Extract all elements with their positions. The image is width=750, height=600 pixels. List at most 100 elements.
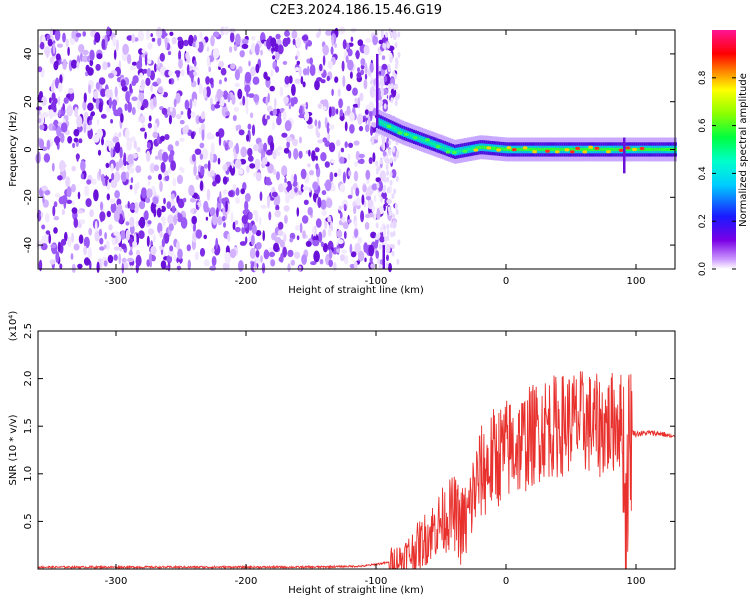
noise-blob	[88, 120, 93, 126]
signal-core	[483, 145, 486, 149]
noise-blob	[328, 142, 336, 153]
noise-blob	[112, 136, 120, 143]
noise-blob	[146, 235, 150, 247]
noise-blob	[147, 180, 151, 186]
noise-blob	[319, 258, 324, 265]
y-tick-label: 1.5	[23, 418, 34, 434]
noise-blob	[113, 254, 118, 261]
noise-blob	[239, 50, 245, 58]
signal-streak	[382, 245, 385, 269]
noise-blob	[198, 127, 202, 135]
noise-blob	[39, 138, 45, 150]
noise-blob	[395, 208, 399, 215]
noise-blob	[126, 257, 134, 263]
signal-peak	[625, 146, 631, 150]
noise-blob	[385, 158, 389, 164]
noise-blob	[187, 107, 192, 120]
noise-blob	[326, 75, 330, 82]
noise-blob	[65, 176, 71, 188]
signal-core	[608, 147, 611, 152]
signal-core	[430, 141, 434, 145]
noise-blob	[230, 63, 236, 70]
signal-peak	[412, 136, 418, 140]
noise-blob	[206, 188, 211, 201]
signal-core	[543, 147, 547, 152]
noise-blob	[160, 205, 166, 213]
signal-core	[590, 147, 593, 152]
noise-blob	[324, 179, 332, 192]
noise-blob	[222, 207, 226, 216]
noise-blob	[229, 165, 233, 173]
noise-blob	[308, 187, 311, 193]
noise-blob	[163, 197, 166, 205]
noise-blob	[121, 257, 127, 263]
noise-blob	[388, 27, 392, 34]
noise-blob	[394, 203, 398, 210]
noise-blob	[169, 31, 174, 36]
noise-blob	[390, 31, 394, 38]
noise-blob	[218, 79, 222, 85]
signal-core	[417, 136, 420, 140]
noise-blob	[191, 215, 197, 225]
noise-blob	[100, 113, 107, 119]
noise-blob	[395, 83, 399, 90]
noise-blob	[168, 70, 173, 77]
noise-blob	[342, 75, 346, 88]
noise-blob	[315, 155, 318, 161]
noise-blob	[349, 124, 355, 134]
noise-blob	[160, 135, 165, 142]
noise-blob	[65, 38, 69, 48]
noise-blob	[319, 63, 323, 72]
x-tick-label: -200	[235, 576, 258, 587]
noise-blob	[60, 122, 68, 133]
noise-blob	[263, 142, 268, 152]
noise-blob	[253, 144, 259, 152]
noise-blob	[241, 214, 248, 225]
noise-blob	[70, 59, 78, 69]
noise-blob	[168, 78, 172, 85]
spectrogram-noise	[35, 26, 401, 274]
x-tick-label: -300	[105, 276, 128, 287]
noise-blob	[324, 161, 330, 168]
noise-blob	[334, 43, 337, 48]
noise-blob	[240, 146, 247, 158]
noise-blob	[379, 230, 384, 240]
signal-core	[606, 147, 609, 152]
noise-blob	[56, 126, 62, 137]
noise-blob	[277, 146, 283, 151]
signal-core	[385, 123, 389, 127]
noise-blob	[329, 171, 334, 182]
signal-core	[615, 147, 619, 152]
noise-blob	[273, 242, 280, 252]
noise-blob	[131, 33, 136, 44]
noise-blob	[354, 161, 358, 167]
noise-blob	[275, 204, 280, 211]
noise-blob	[328, 249, 333, 260]
colorbar-gradient	[712, 30, 736, 269]
spectrogram-y-label: Frequency (Hz)	[8, 111, 19, 187]
noise-blob	[190, 72, 194, 83]
noise-blob	[139, 72, 144, 78]
noise-blob	[73, 243, 80, 251]
noise-blob	[99, 237, 104, 245]
noise-blob	[160, 161, 166, 173]
noise-blob	[127, 201, 130, 209]
noise-blob	[251, 35, 256, 41]
noise-blob	[224, 142, 229, 151]
noise-blob	[145, 150, 151, 162]
signal-core	[660, 147, 664, 152]
noise-blob	[368, 244, 375, 257]
noise-blob	[290, 97, 295, 107]
noise-blob	[331, 88, 334, 96]
signal-peak	[639, 146, 645, 151]
noise-blob	[369, 256, 373, 264]
noise-blob	[294, 67, 300, 72]
noise-blob	[77, 209, 84, 214]
signal-core	[409, 133, 412, 137]
noise-blob	[314, 147, 320, 153]
spectrogram-y-ticks: -40 -20 0 20 40	[23, 48, 675, 253]
noise-blob	[322, 243, 328, 253]
signal-core	[668, 147, 671, 152]
signal-peak	[618, 148, 624, 152]
noise-blob	[96, 261, 100, 273]
